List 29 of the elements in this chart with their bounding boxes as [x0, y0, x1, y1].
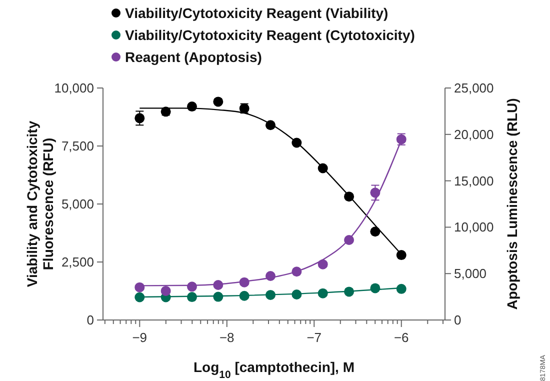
point: [370, 226, 380, 237]
y-tick-label: 2,500: [61, 254, 94, 270]
y-axis-title: Viability and Cytotoxicity Fluorescence (RFU): [24, 120, 56, 288]
y2-axis-title: Apoptosis Luminescence (RLU): [504, 98, 520, 310]
x-tick-label: −6: [394, 330, 409, 345]
x-tick-label: −9: [132, 330, 148, 345]
y-tick-label: 7,500: [61, 138, 94, 154]
y2-tick-label: 0: [454, 312, 462, 328]
legend-label: Reagent (Apoptosis): [125, 49, 262, 65]
legend-label: Viability/Cytotoxicity Reagent (Cytotoxicity): [125, 27, 415, 43]
y2-tick-label: 5,000: [454, 266, 487, 282]
y-tick-label: 10,000: [54, 80, 94, 96]
point: [396, 284, 406, 294]
point: [134, 282, 145, 292]
y2-tick-label: 15,000: [454, 173, 494, 188]
point: [134, 113, 145, 124]
point: [396, 250, 406, 260]
legend-label: Viability/Cytotoxicity Reagent (Viability): [125, 5, 388, 21]
x-axis-title: Log$_{10}$ [camptothecin], M: [193, 359, 355, 381]
x-tick-label: −8: [219, 330, 234, 345]
point: [134, 292, 145, 302]
y-tick-label: 0: [86, 312, 94, 328]
y2-tick-label: 25,000: [454, 80, 494, 96]
x-tick-label: −7: [306, 330, 322, 345]
point: [160, 286, 171, 296]
y2-tick-label: 10,000: [454, 220, 494, 235]
point: [213, 96, 224, 107]
y2-tick-label: 20,000: [454, 126, 494, 142]
y-tick-label: 5,000: [61, 196, 94, 212]
